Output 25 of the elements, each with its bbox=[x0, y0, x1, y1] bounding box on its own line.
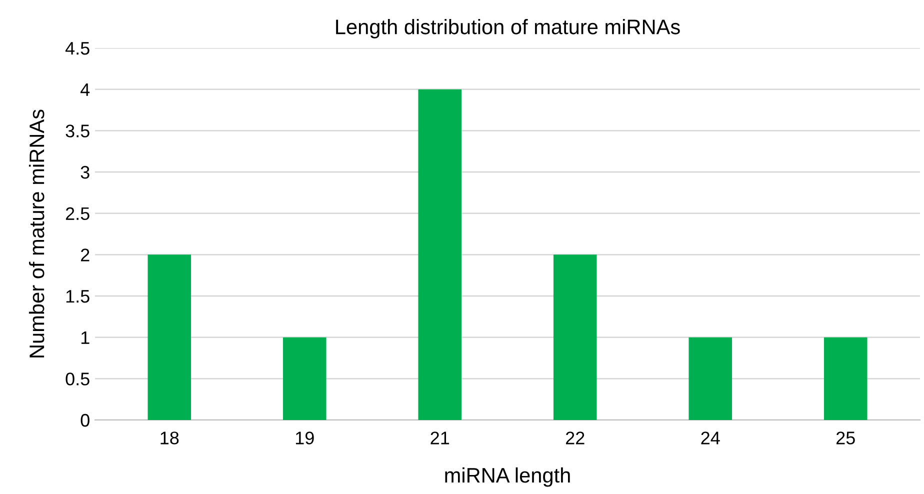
y-tick-label: 2.5 bbox=[66, 207, 90, 220]
y-tick-label: 3.5 bbox=[66, 124, 90, 138]
x-tick-label: 21 bbox=[430, 432, 450, 444]
y-tick-label: 4.5 bbox=[65, 42, 90, 55]
x-axis-title: miRNA length bbox=[445, 467, 570, 487]
y-tick-label: 4 bbox=[80, 83, 90, 96]
bar bbox=[418, 89, 462, 420]
x-tick-label: 22 bbox=[566, 432, 584, 444]
x-tick-label: 25 bbox=[836, 432, 855, 444]
y-axis-title: Number of mature miRNAs bbox=[28, 110, 44, 358]
y-tick-label: 1 bbox=[81, 331, 90, 344]
x-tick-label: 19 bbox=[296, 432, 314, 444]
bar bbox=[824, 337, 868, 420]
bar bbox=[553, 254, 597, 420]
x-tick-label: 24 bbox=[701, 432, 720, 444]
bar bbox=[688, 337, 732, 420]
bar bbox=[148, 254, 192, 420]
x-tick-label: 18 bbox=[160, 432, 179, 444]
y-tick-label: 2 bbox=[81, 248, 90, 262]
y-tick-label: 0.5 bbox=[66, 372, 90, 386]
y-tick-label: 0 bbox=[80, 414, 90, 427]
chart-title: Length distribution of mature miRNAs bbox=[336, 19, 680, 38]
bar bbox=[282, 337, 326, 420]
y-tick-label: 1.5 bbox=[66, 290, 90, 303]
y-tick-label: 3 bbox=[80, 166, 90, 179]
